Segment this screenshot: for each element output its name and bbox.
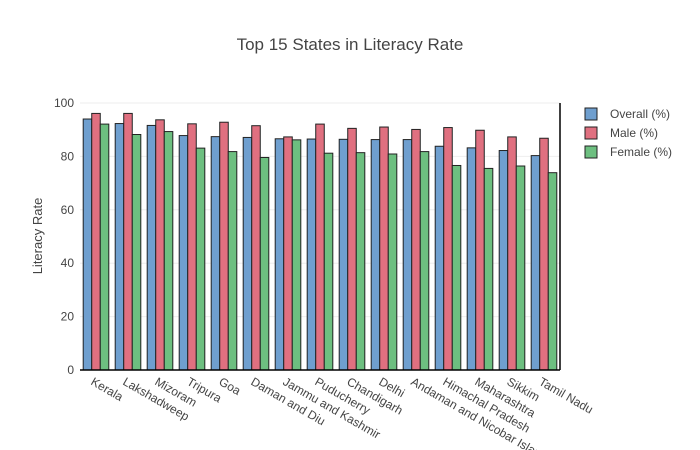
bar-female-goa[interactable] — [227, 151, 238, 371]
bar-overall-jammu-and-kashmir[interactable] — [274, 138, 285, 371]
legend[interactable]: Overall (%) Male (%) Female (%) — [584, 107, 672, 159]
bar-male-chandigarh[interactable] — [347, 127, 357, 371]
x-tick-label: Kerala — [89, 374, 126, 404]
bar-male-tamil-nadu[interactable] — [539, 137, 549, 371]
y-axis-title: Literacy Rate — [30, 198, 45, 275]
bar-overall-maharashtra[interactable] — [466, 147, 477, 371]
y-tick-label: 80 — [61, 149, 75, 163]
y-tick-label: 40 — [61, 256, 75, 270]
bar-overall-lakshadweep[interactable] — [114, 123, 125, 371]
bar-overall-delhi[interactable] — [370, 139, 381, 371]
bar-male-goa[interactable] — [219, 121, 229, 371]
bar-overall-sikkim[interactable] — [498, 150, 509, 371]
bar-female-sikkim[interactable] — [515, 165, 526, 371]
x-tick-label: Tamil Nadu — [537, 374, 596, 416]
bars — [82, 112, 558, 371]
bar-male-sikkim[interactable] — [507, 136, 517, 371]
bar-female-tripura[interactable] — [195, 147, 206, 371]
bar-female-kerala[interactable] — [99, 123, 110, 371]
bar-overall-andaman-and-nicobar-islands[interactable] — [402, 139, 413, 371]
bar-overall-tamil-nadu[interactable] — [530, 155, 541, 371]
bar-male-kerala[interactable] — [91, 112, 101, 371]
bar-overall-tripura[interactable] — [178, 135, 189, 371]
bar-overall-puducherry[interactable] — [306, 138, 317, 371]
bar-male-himachal-pradesh[interactable] — [443, 127, 453, 371]
bar-male-maharashtra[interactable] — [475, 129, 485, 371]
bar-female-tamil-nadu[interactable] — [547, 172, 558, 371]
y-tick-label: 60 — [61, 203, 75, 217]
bar-female-delhi[interactable] — [387, 153, 398, 371]
bar-male-andaman-and-nicobar-islands[interactable] — [411, 128, 421, 371]
bar-female-mizoram[interactable] — [163, 131, 174, 371]
bar-male-daman-and-diu[interactable] — [251, 125, 261, 371]
legend-swatch[interactable] — [584, 126, 598, 140]
bar-overall-kerala[interactable] — [82, 118, 93, 371]
bar-male-lakshadweep[interactable] — [123, 112, 133, 371]
legend-swatch[interactable] — [584, 107, 598, 121]
legend-swatch[interactable] — [584, 145, 598, 159]
bar-female-maharashtra[interactable] — [483, 167, 494, 371]
bar-male-tripura[interactable] — [187, 123, 197, 371]
bar-overall-mizoram[interactable] — [146, 124, 157, 371]
bar-male-puducherry[interactable] — [315, 123, 325, 371]
bar-female-andaman-and-nicobar-islands[interactable] — [419, 151, 430, 371]
y-tick-label: 0 — [67, 363, 74, 377]
bar-female-jammu-and-kashmir[interactable] — [291, 139, 302, 371]
bar-overall-goa[interactable] — [210, 136, 221, 371]
bar-male-delhi[interactable] — [379, 126, 389, 371]
y-tick-label: 20 — [61, 310, 75, 324]
bar-overall-chandigarh[interactable] — [338, 138, 349, 371]
chart-title: Top 15 States in Literacy Rate — [237, 35, 464, 54]
bar-female-puducherry[interactable] — [323, 152, 334, 371]
bar-female-lakshadweep[interactable] — [131, 134, 142, 371]
bar-female-daman-and-diu[interactable] — [259, 156, 270, 371]
bar-male-mizoram[interactable] — [155, 119, 165, 371]
legend-label[interactable]: Overall (%) — [610, 107, 670, 121]
bar-overall-daman-and-diu[interactable] — [242, 136, 253, 371]
bar-male-jammu-and-kashmir[interactable] — [283, 136, 293, 371]
bar-overall-himachal-pradesh[interactable] — [434, 145, 445, 371]
bar-female-chandigarh[interactable] — [355, 152, 366, 371]
legend-label[interactable]: Female (%) — [610, 145, 672, 159]
y-tick-label: 100 — [54, 96, 74, 110]
legend-label[interactable]: Male (%) — [610, 126, 658, 140]
bar-female-himachal-pradesh[interactable] — [451, 164, 462, 371]
